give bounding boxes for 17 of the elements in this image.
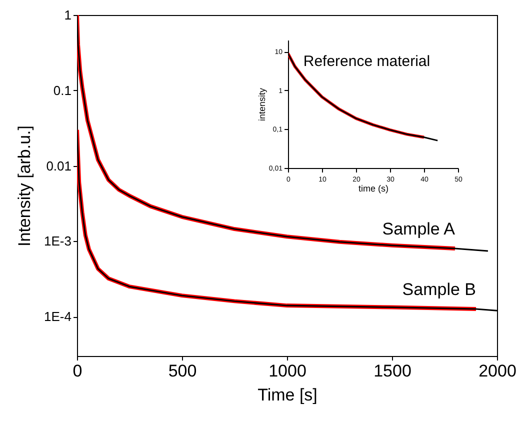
y-tick-label: 1	[64, 8, 72, 22]
x-tick-label: 0	[72, 362, 82, 380]
y-tick-label: 0.01	[46, 158, 72, 174]
y-tick-label: 0.1	[53, 82, 72, 98]
y-axis-title: intensity	[256, 88, 267, 122]
x-tick-label: 500	[168, 362, 197, 380]
x-axis-title: time (s)	[358, 184, 388, 194]
x-tick-label: 1500	[374, 362, 412, 380]
x-tick-label: 2000	[478, 362, 516, 380]
series-label: Sample B	[402, 280, 476, 300]
x-tick-label: 1000	[268, 362, 306, 380]
text: Reference material	[303, 53, 430, 70]
y-tick-label: 1E-3	[44, 234, 72, 249]
y-axis-title: Intensity [arb.u.]	[15, 126, 34, 246]
series-label: Sample A	[382, 219, 456, 238]
x-axis-title: Time [s]	[258, 386, 318, 404]
y-tick-label: 1E-4	[44, 309, 72, 324]
